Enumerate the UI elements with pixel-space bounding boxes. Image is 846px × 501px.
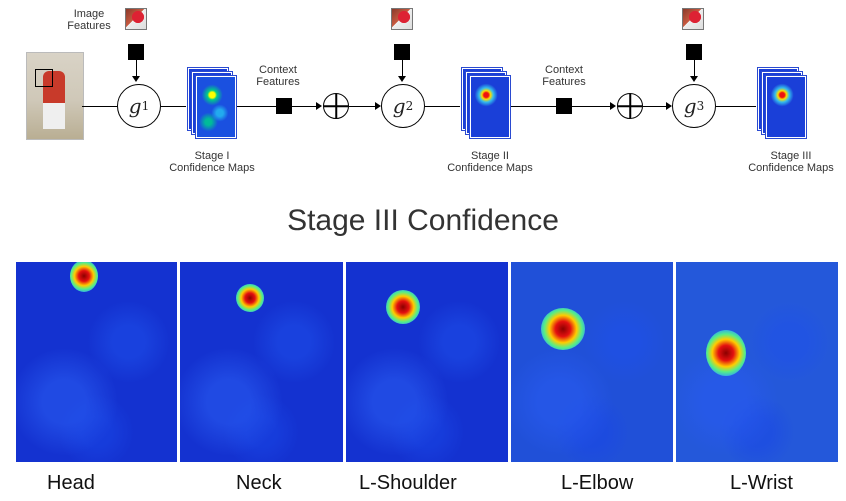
arrow-line — [402, 60, 403, 78]
context-features-label-1: Context Features — [256, 64, 300, 88]
connector — [643, 106, 666, 107]
crop-box — [35, 69, 53, 87]
image-features-label: Image Features — [67, 8, 111, 32]
image-feature-thumb-1 — [125, 8, 147, 30]
heatmap-head — [16, 262, 177, 462]
player-legs — [43, 103, 65, 129]
image-feature-block-2 — [394, 44, 410, 60]
stage-2-label: Stage II Confidence Maps — [447, 150, 533, 174]
context-feature-block-1 — [276, 98, 292, 114]
player-figure — [43, 71, 65, 105]
heatmap-label-l-shoulder: L-Shoulder — [359, 472, 457, 494]
arrow-head — [132, 76, 140, 82]
arrow-head — [690, 76, 698, 82]
connector — [292, 106, 317, 107]
arrow-head — [666, 102, 672, 110]
node-symbol: g — [683, 94, 697, 118]
node-subscript: 3 — [696, 99, 705, 113]
context-features-label-2: Context Features — [542, 64, 586, 88]
sum-node-2 — [617, 93, 643, 119]
heatmap-label-l-wrist: L-Wrist — [730, 472, 793, 494]
node-symbol: g — [128, 94, 142, 118]
stage-1-label: Stage I Confidence Maps — [169, 150, 255, 174]
heatmap-l-wrist — [676, 262, 838, 462]
node-symbol: g — [392, 94, 406, 118]
connector — [572, 106, 610, 107]
node-subscript: 1 — [141, 99, 150, 113]
connector — [161, 106, 186, 107]
stage-3-label: Stage III Confidence Maps — [748, 150, 834, 174]
context-feature-block-2 — [556, 98, 572, 114]
connector — [716, 106, 756, 107]
image-feature-block-3 — [686, 44, 702, 60]
connector — [232, 106, 276, 107]
arrow-head — [375, 102, 381, 110]
connector — [349, 106, 375, 107]
arrow-head — [610, 102, 616, 110]
heatmap-neck — [180, 262, 343, 462]
input-image — [26, 52, 84, 140]
connector — [82, 106, 117, 107]
arrow-head — [398, 76, 406, 82]
heatmap-label-head: Head — [47, 472, 95, 494]
sum-node-1 — [323, 93, 349, 119]
image-feature-block-1 — [128, 44, 144, 60]
heatmap-label-l-elbow: L-Elbow — [561, 472, 634, 494]
arrow-line — [694, 60, 695, 78]
heatmap-l-shoulder — [346, 262, 508, 462]
heatmap-label-neck: Neck — [236, 472, 282, 494]
image-feature-thumb-2 — [391, 8, 413, 30]
section-title: Stage III Confidence — [287, 204, 559, 237]
connector — [506, 106, 556, 107]
image-feature-thumb-3 — [682, 8, 704, 30]
arrow-line — [136, 60, 137, 78]
arrow-head — [316, 102, 322, 110]
connector — [425, 106, 460, 107]
node-subscript: 2 — [405, 99, 414, 113]
heatmap-l-elbow — [511, 262, 673, 462]
